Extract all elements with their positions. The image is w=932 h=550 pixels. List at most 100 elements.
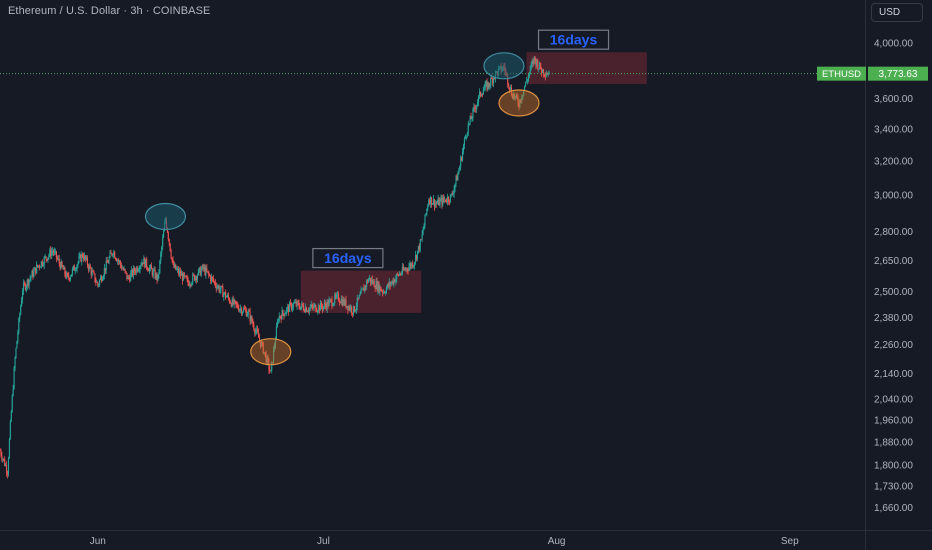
candle-body (261, 342, 263, 343)
candle-body (85, 255, 87, 260)
candle-body (144, 258, 146, 268)
candle-body (66, 273, 68, 278)
candle-body (161, 247, 163, 254)
candle-body (79, 254, 81, 257)
time-zone-box[interactable] (526, 52, 647, 85)
candle-body (333, 303, 335, 306)
candle-body (299, 307, 301, 310)
candle-body (69, 276, 72, 280)
candle-body (224, 292, 226, 294)
candle-body (353, 306, 356, 312)
candle-body (348, 306, 350, 311)
candle-body (57, 258, 59, 260)
candle-body (140, 265, 142, 267)
candle-body (270, 370, 272, 372)
candle-body (289, 302, 292, 304)
candle-body (396, 274, 398, 279)
candle-body (156, 273, 158, 280)
candle-body (80, 254, 82, 262)
candle-body (380, 286, 382, 291)
candle-body (194, 274, 196, 281)
candle-body (75, 269, 77, 271)
candle-body (240, 308, 242, 310)
candle-body (82, 253, 84, 257)
candle-body (102, 275, 104, 279)
candle-body (421, 233, 423, 240)
candle-body (29, 278, 31, 280)
candle-body (480, 94, 482, 96)
candle-body (273, 346, 276, 350)
candle-body (350, 306, 352, 310)
candle-body (267, 356, 269, 361)
candle-body (112, 254, 114, 256)
candle-body (86, 257, 88, 266)
candle-body (218, 285, 220, 292)
candle-body (524, 86, 526, 90)
candle-body (205, 267, 207, 275)
candle-body (351, 306, 353, 313)
candle-body (450, 194, 452, 196)
candle-body (255, 331, 257, 334)
trough-circle-marker[interactable] (250, 338, 292, 366)
candle-body (227, 295, 230, 299)
last-price-tag (868, 66, 928, 81)
candle-body (461, 157, 463, 161)
candle-body (72, 265, 74, 269)
candle-body (11, 395, 13, 412)
candle-body (243, 308, 246, 310)
candle-body (41, 261, 43, 266)
candle-body (189, 284, 191, 286)
candle-body (67, 273, 69, 276)
time-axis[interactable]: Jun Jul Aug Sep (90, 536, 799, 547)
candle-body (42, 265, 44, 266)
candle-body (517, 98, 519, 104)
candle-body (431, 197, 433, 205)
candle-body (355, 306, 357, 310)
candle-body (300, 306, 302, 310)
candle-body (225, 292, 227, 298)
candle-body (54, 251, 57, 252)
candle-body (53, 251, 56, 254)
peak-circle-marker[interactable] (144, 202, 187, 231)
candle-body (365, 285, 367, 287)
symbol-tag (817, 66, 866, 81)
candle-body (132, 267, 135, 276)
candle-body (170, 251, 172, 258)
candle-body (195, 276, 197, 281)
candle-body (528, 72, 530, 76)
candle-body (356, 297, 358, 307)
candle-body (406, 268, 408, 270)
candle-body (393, 279, 395, 285)
candle-body (265, 353, 267, 363)
currency-button[interactable]: USD (871, 3, 923, 22)
zone-label-box[interactable] (312, 247, 384, 269)
candle-body (250, 316, 252, 322)
candle-body (342, 299, 344, 306)
candle-body (106, 260, 108, 263)
trough-circle-marker[interactable] (498, 89, 540, 117)
candle-body (157, 274, 159, 280)
price-axis[interactable]: 4,000.00 3,600.00 3,400.00 3,200.00 3,000.00… (874, 38, 913, 514)
candle-body (210, 276, 213, 282)
candle-body (245, 310, 247, 317)
candle-body (404, 269, 406, 270)
peak-circle-marker[interactable] (483, 52, 525, 80)
candle-body (97, 281, 99, 286)
candle-body (525, 81, 528, 82)
candle-body (71, 268, 73, 275)
candle-body (39, 266, 41, 268)
candle-body (40, 261, 42, 267)
candle-body (155, 273, 157, 279)
candle-body (544, 74, 546, 77)
zone-label-box[interactable] (537, 29, 610, 50)
candle-body (120, 264, 122, 269)
candle-body (415, 255, 417, 263)
candle-body (466, 133, 468, 136)
candle-body (91, 270, 93, 275)
candle-body (385, 288, 387, 293)
candle-body (116, 259, 118, 262)
candle-body (513, 94, 515, 98)
candle-body (388, 281, 390, 287)
candle-body (162, 237, 164, 248)
